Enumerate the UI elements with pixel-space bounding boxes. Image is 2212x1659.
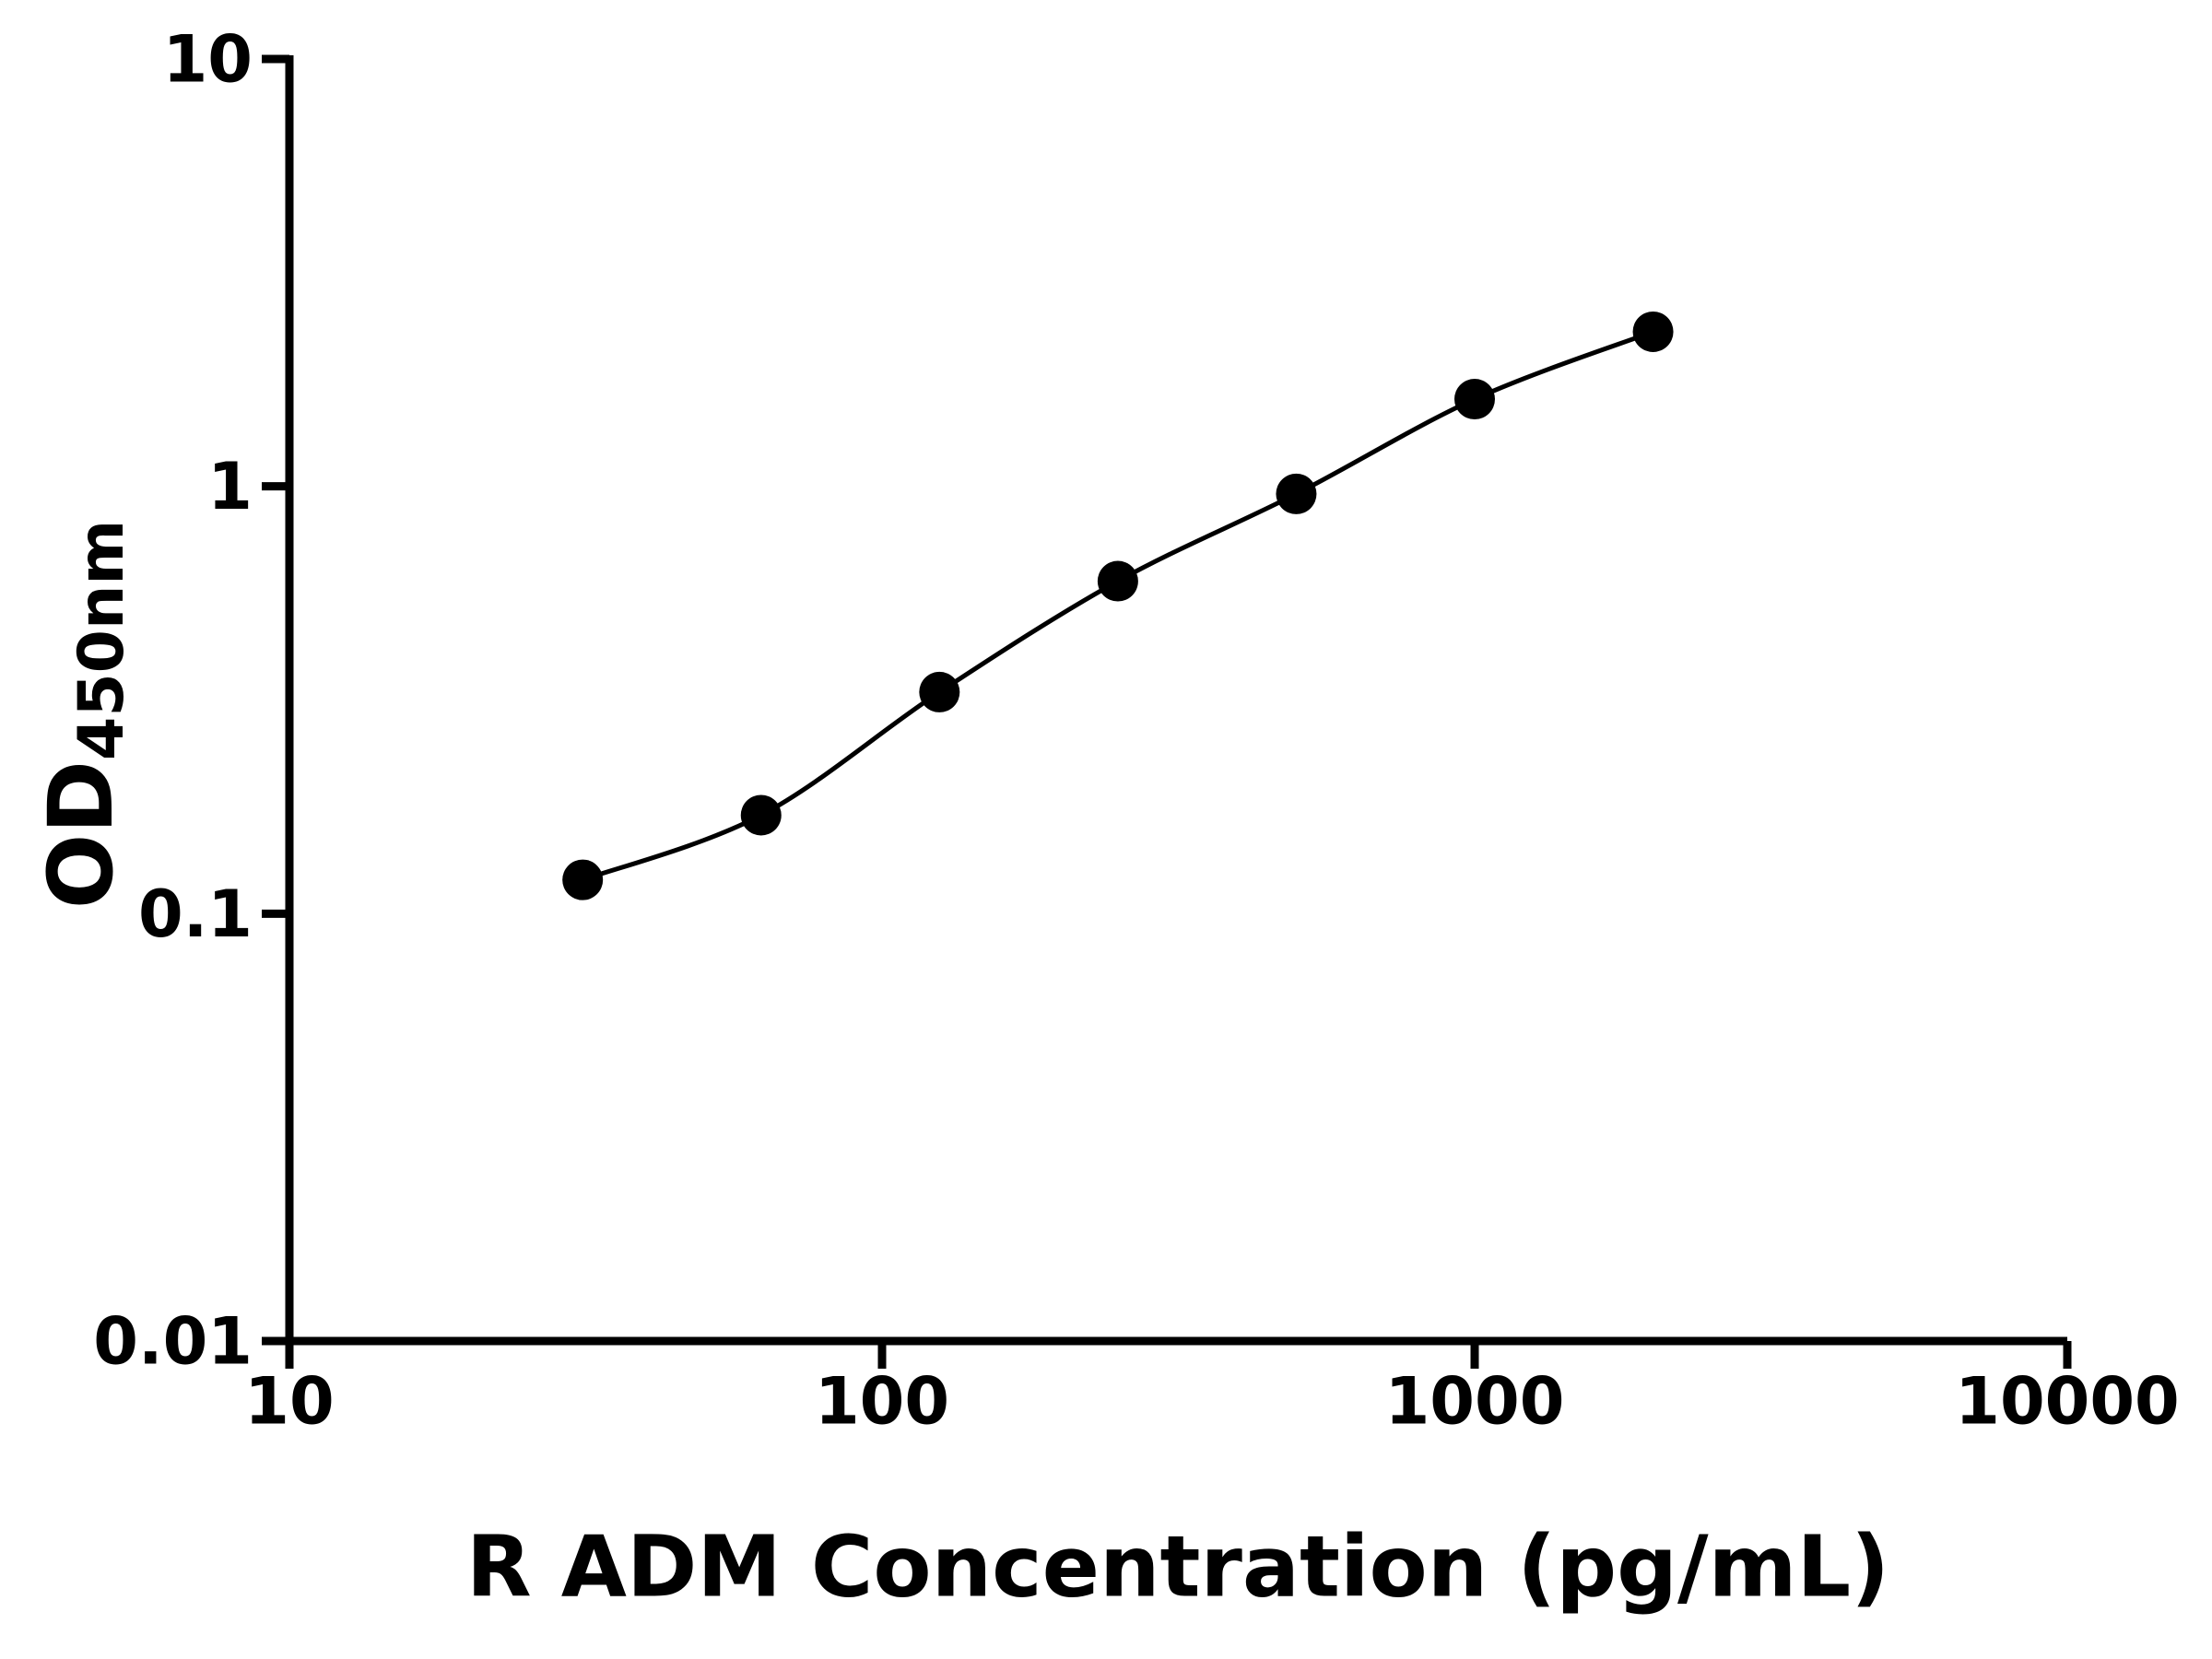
x-tick-label: 100 [815, 1364, 949, 1440]
data-point [1276, 473, 1317, 514]
x-tick-label: 10 [244, 1364, 334, 1440]
data-point [919, 671, 960, 712]
axes-spine [285, 55, 2067, 1346]
data-point [1097, 560, 1138, 602]
y-tick-label: 10 [163, 22, 253, 98]
y-tick-label: 1 [207, 449, 253, 524]
data-point [562, 859, 604, 900]
y-tick-label: 0.1 [138, 877, 253, 952]
standard-curve-line [582, 329, 1654, 882]
data-point [1454, 379, 1495, 420]
x-tick-label: 1000 [1385, 1364, 1565, 1440]
data-point [1632, 311, 1674, 352]
x-axis-title: R ADM Concentration (pg/mL) [465, 1517, 1890, 1617]
y-axis-title-subscript: 450nm [65, 519, 139, 760]
y-axis-title: OD450nm [29, 520, 138, 910]
data-point [740, 794, 782, 836]
y-tick-label: 0.01 [93, 1304, 253, 1380]
x-tick-label: 10000 [1955, 1364, 2180, 1440]
y-axis-title-main: OD [29, 759, 133, 910]
